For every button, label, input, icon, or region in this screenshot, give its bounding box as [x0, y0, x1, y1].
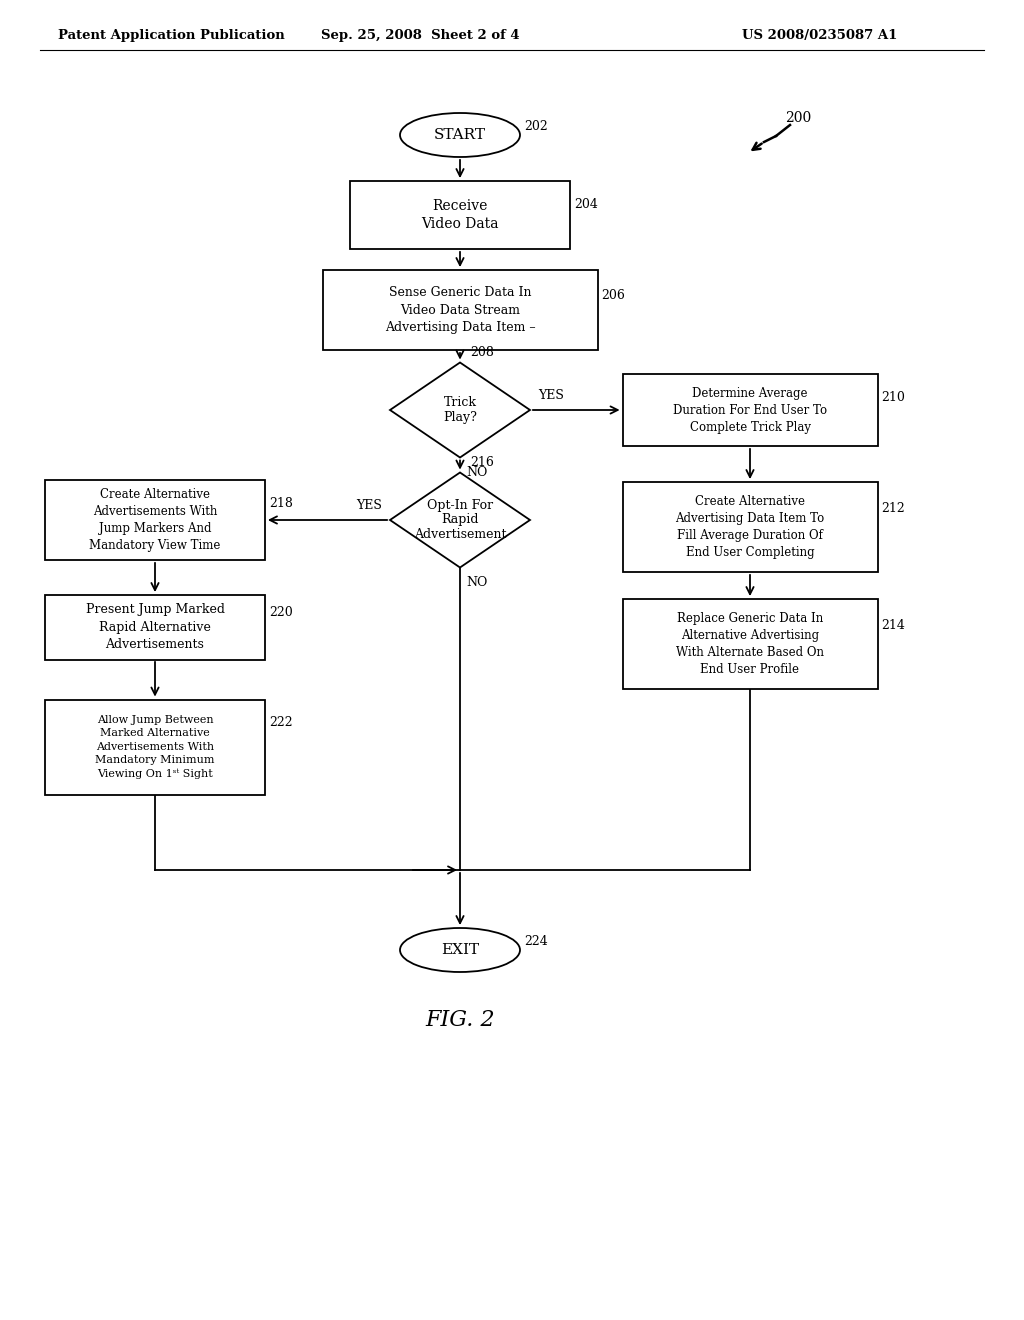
- Text: NO: NO: [466, 466, 487, 479]
- Text: Opt-In For
Rapid
Advertisement: Opt-In For Rapid Advertisement: [414, 499, 506, 541]
- Text: 212: 212: [882, 502, 905, 515]
- Text: Allow Jump Between
Marked Alternative
Advertisements With
Mandatory Minimum
View: Allow Jump Between Marked Alternative Ad…: [95, 715, 215, 779]
- Text: START: START: [434, 128, 486, 143]
- Text: 216: 216: [470, 455, 494, 469]
- Ellipse shape: [400, 928, 520, 972]
- Text: NO: NO: [466, 576, 487, 589]
- Ellipse shape: [400, 114, 520, 157]
- Text: YES: YES: [356, 499, 382, 512]
- FancyBboxPatch shape: [323, 271, 597, 350]
- FancyBboxPatch shape: [350, 181, 570, 249]
- Text: 206: 206: [601, 289, 626, 302]
- Text: Sep. 25, 2008  Sheet 2 of 4: Sep. 25, 2008 Sheet 2 of 4: [321, 29, 519, 41]
- FancyBboxPatch shape: [45, 480, 265, 560]
- Polygon shape: [390, 363, 530, 458]
- Text: Determine Average
Duration For End User To
Complete Trick Play: Determine Average Duration For End User …: [673, 387, 827, 433]
- Text: Trick
Play?: Trick Play?: [443, 396, 477, 424]
- Text: FIG. 2: FIG. 2: [425, 1008, 495, 1031]
- Text: 222: 222: [269, 715, 293, 729]
- Text: 210: 210: [882, 391, 905, 404]
- Text: 202: 202: [524, 120, 548, 133]
- FancyBboxPatch shape: [623, 374, 878, 446]
- Text: EXIT: EXIT: [441, 942, 479, 957]
- Polygon shape: [390, 473, 530, 568]
- FancyBboxPatch shape: [623, 599, 878, 689]
- Text: 208: 208: [470, 346, 494, 359]
- Text: Create Alternative
Advertising Data Item To
Fill Average Duration Of
End User Co: Create Alternative Advertising Data Item…: [676, 495, 824, 558]
- Text: Present Jump Marked
Rapid Alternative
Advertisements: Present Jump Marked Rapid Alternative Ad…: [85, 603, 224, 651]
- Text: Create Alternative
Advertisements With
Jump Markers And
Mandatory View Time: Create Alternative Advertisements With J…: [89, 488, 221, 552]
- Text: YES: YES: [538, 389, 564, 403]
- Text: 214: 214: [882, 619, 905, 632]
- Text: Sense Generic Data In
Video Data Stream
Advertising Data Item –: Sense Generic Data In Video Data Stream …: [385, 286, 536, 334]
- Text: US 2008/0235087 A1: US 2008/0235087 A1: [742, 29, 898, 41]
- Text: 220: 220: [269, 606, 293, 619]
- Text: Replace Generic Data In
Alternative Advertising
With Alternate Based On
End User: Replace Generic Data In Alternative Adve…: [676, 612, 824, 676]
- Text: Receive
Video Data: Receive Video Data: [421, 199, 499, 231]
- FancyBboxPatch shape: [45, 700, 265, 795]
- Text: 218: 218: [269, 498, 293, 510]
- Text: Patent Application Publication: Patent Application Publication: [58, 29, 285, 41]
- Text: 204: 204: [574, 198, 598, 211]
- Text: 200: 200: [785, 111, 811, 125]
- Text: 224: 224: [524, 935, 548, 948]
- FancyBboxPatch shape: [623, 482, 878, 572]
- FancyBboxPatch shape: [45, 594, 265, 660]
